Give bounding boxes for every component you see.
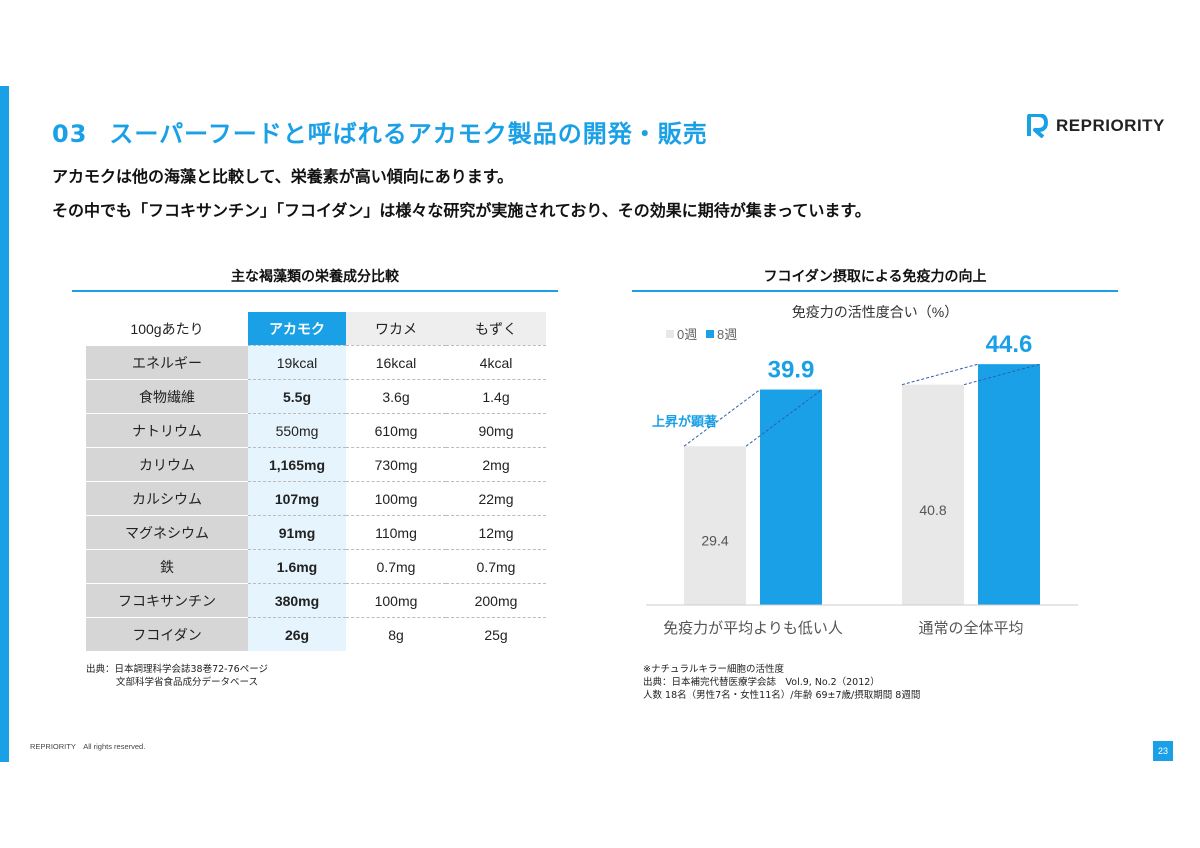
chart-note-line-1: ※ナチュラルキラー細胞の活性度 xyxy=(643,664,784,675)
table-row: 食物繊維 5.5g 3.6g 1.4g xyxy=(86,379,546,413)
row-label: フコキサンチン xyxy=(86,583,248,617)
wakame-value: 730mg xyxy=(346,447,446,481)
akamoku-value: 107mg xyxy=(248,481,346,515)
mozuku-value: 200mg xyxy=(446,583,546,617)
wakame-value: 110mg xyxy=(346,515,446,549)
row-label: マグネシウム xyxy=(86,515,248,549)
row-label: 鉄 xyxy=(86,549,248,583)
lead-line-1: アカモクは他の海藻と比較して、栄養素が高い傾向にあります。 xyxy=(52,167,514,186)
row-label: フコイダン xyxy=(86,617,248,651)
accent-side-bar xyxy=(0,86,9,762)
row-label: カリウム xyxy=(86,447,248,481)
header-per-100g: 100gあたり xyxy=(86,312,248,345)
table-row: フコキサンチン 380mg 100mg 200mg xyxy=(86,583,546,617)
header-mozuku: もずく xyxy=(446,312,546,345)
row-label: 食物繊維 xyxy=(86,379,248,413)
trend-line xyxy=(963,363,1041,386)
chart-note-line-3: 人数 18名（男性7名・女性11名）/年齢 69±7歳/摂取期間 8週間 xyxy=(643,690,921,701)
akamoku-value: 1,165mg xyxy=(248,447,346,481)
table-header-row: 100gあたり アカモク ワカメ もずく xyxy=(86,312,546,345)
bar-week8 xyxy=(760,389,822,605)
table-row: カルシウム 107mg 100mg 22mg xyxy=(86,481,546,515)
legend-label: 0週 xyxy=(677,327,697,342)
row-label: エネルギー xyxy=(86,345,248,379)
wakame-value: 8g xyxy=(346,617,446,651)
mozuku-value: 4kcal xyxy=(446,345,546,379)
row-label: ナトリウム xyxy=(86,413,248,447)
akamoku-value: 550mg xyxy=(248,413,346,447)
wakame-value: 16kcal xyxy=(346,345,446,379)
mozuku-value: 1.4g xyxy=(446,379,546,413)
header-wakame: ワカメ xyxy=(346,312,446,345)
trend-line xyxy=(683,389,761,447)
week0-value-label: 40.8 xyxy=(919,502,946,518)
mozuku-value: 25g xyxy=(446,617,546,651)
legend-swatch xyxy=(706,330,714,338)
section-title: スーパーフードと呼ばれるアカモク製品の開発・販売 xyxy=(109,120,708,148)
akamoku-value: 1.6mg xyxy=(248,549,346,583)
logo-mark-icon xyxy=(1026,113,1048,139)
page-title: 03 スーパーフードと呼ばれるアカモク製品の開発・販売 xyxy=(52,114,708,149)
wakame-value: 610mg xyxy=(346,413,446,447)
table-row: マグネシウム 91mg 110mg 12mg xyxy=(86,515,546,549)
chart-legend: 0週 8週 xyxy=(666,327,737,342)
wakame-value: 100mg xyxy=(346,583,446,617)
mozuku-value: 2mg xyxy=(446,447,546,481)
legend-label: 8週 xyxy=(717,327,737,342)
bar-week8 xyxy=(978,364,1040,605)
chart-section-divider xyxy=(632,290,1118,292)
table-row: 鉄 1.6mg 0.7mg 0.7mg xyxy=(86,549,546,583)
bar-week0 xyxy=(902,384,964,605)
chart-note-line-2: 出典：日本補完代替医療学会誌 Vol.9, No.2（2012） xyxy=(643,677,880,688)
legend-swatch xyxy=(666,330,674,338)
category-label: 通常の全体平均 xyxy=(918,619,1023,637)
table-source-line-2: 文部科学省食品成分データベース xyxy=(116,677,259,688)
week8-value-label: 39.9 xyxy=(768,357,815,384)
akamoku-value: 5.5g xyxy=(248,379,346,413)
nutrition-table: 100gあたり アカモク ワカメ もずく エネルギー 19kcal 16kcal 4k… xyxy=(86,312,546,651)
page-number: 23 xyxy=(1153,741,1173,761)
akamoku-value: 380mg xyxy=(248,583,346,617)
akamoku-value: 19kcal xyxy=(248,345,346,379)
chart-category-labels: 免疫力が平均よりも低い人 通常の全体平均 xyxy=(663,619,1023,637)
company-logo: REPRIORITY xyxy=(1026,113,1165,139)
mozuku-value: 12mg xyxy=(446,515,546,549)
lead-line-2: その中でも「フコキサンチン」「フコイダン」は様々な研究が実施されており、その効果… xyxy=(52,201,871,220)
week8-value-label: 44.6 xyxy=(986,331,1033,358)
wakame-value: 100mg xyxy=(346,481,446,515)
wakame-value: 3.6g xyxy=(346,379,446,413)
mozuku-value: 0.7mg xyxy=(446,549,546,583)
logo-text: REPRIORITY xyxy=(1056,116,1165,135)
table-row: ナトリウム 550mg 610mg 90mg xyxy=(86,413,546,447)
table-source-line-1: 出典：日本調理科学会誌38巻72-76ページ xyxy=(86,664,269,675)
header-akamoku: アカモク xyxy=(248,312,346,345)
table-row: カリウム 1,165mg 730mg 2mg xyxy=(86,447,546,481)
trend-line xyxy=(745,389,823,447)
table-section-divider xyxy=(72,290,558,292)
row-label: カルシウム xyxy=(86,481,248,515)
week0-value-label: 29.4 xyxy=(701,533,728,549)
mozuku-value: 90mg xyxy=(446,413,546,447)
footer-copyright: REPRIORITY All rights reserved. xyxy=(30,742,146,751)
table-section-title: 主な褐藻類の栄養成分比較 xyxy=(231,269,399,285)
increase-annotation: 上昇が顕著 xyxy=(652,414,717,429)
table-row: フコイダン 26g 8g 25g xyxy=(86,617,546,651)
akamoku-value: 26g xyxy=(248,617,346,651)
section-number: 03 xyxy=(52,120,88,148)
wakame-value: 0.7mg xyxy=(346,549,446,583)
immunity-bar-chart: 免疫力の活性度合い（%） 0週 8週 29.4 39.9 40.8 44.6 免疫力が平… xyxy=(646,304,1078,637)
chart-title: 免疫力の活性度合い（%） xyxy=(792,304,958,320)
mozuku-value: 22mg xyxy=(446,481,546,515)
bar-week0 xyxy=(684,446,746,605)
category-label: 免疫力が平均よりも低い人 xyxy=(663,620,843,637)
chart-bars: 29.4 39.9 40.8 44.6 xyxy=(683,331,1041,605)
akamoku-value: 91mg xyxy=(248,515,346,549)
trend-line xyxy=(901,363,979,386)
table-row: エネルギー 19kcal 16kcal 4kcal xyxy=(86,345,546,379)
chart-section-title: フコイダン摂取による免疫力の向上 xyxy=(763,269,987,285)
